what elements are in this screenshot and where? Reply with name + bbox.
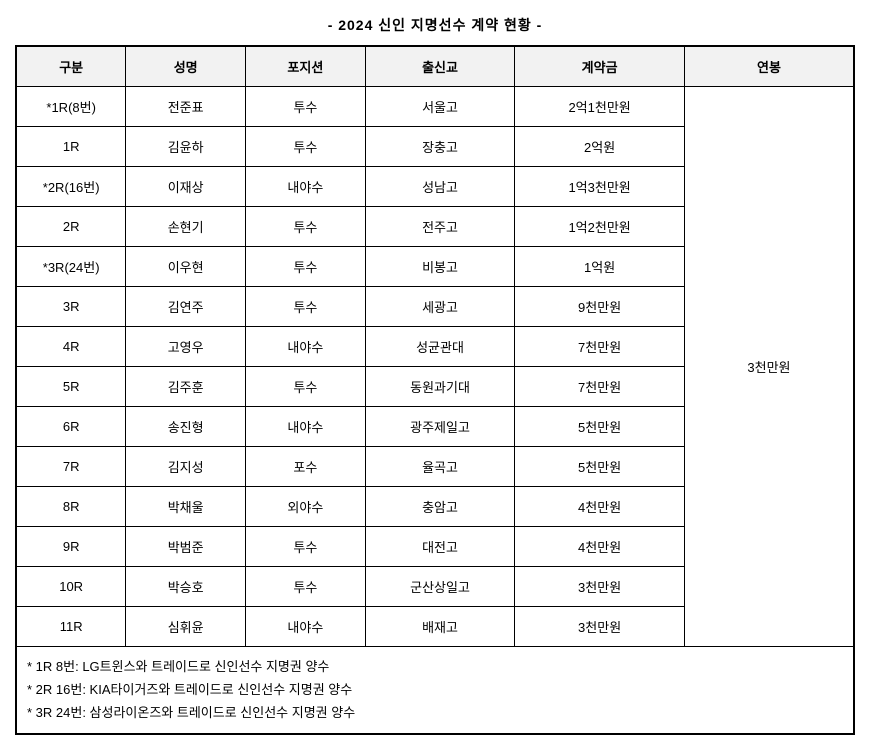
- cell-round: 7R: [16, 447, 126, 487]
- footnotes-cell: * 1R 8번: LG트윈스와 트레이드로 신인선수 지명권 양수* 2R 16…: [16, 647, 854, 735]
- cell-round: *3R(24번): [16, 247, 126, 287]
- footnote-line: * 3R 24번: 삼성라이온즈와 트레이드로 신인선수 지명권 양수: [27, 703, 843, 724]
- cell-name: 전준표: [126, 87, 246, 127]
- cell-name: 김윤하: [126, 127, 246, 167]
- cell-bonus: 9천만원: [515, 287, 685, 327]
- cell-name: 박범준: [126, 527, 246, 567]
- cell-position: 포수: [246, 447, 366, 487]
- col-header-salary: 연봉: [684, 46, 854, 87]
- cell-position: 투수: [246, 207, 366, 247]
- cell-round: 3R: [16, 287, 126, 327]
- cell-name: 박채울: [126, 487, 246, 527]
- cell-school: 성균관대: [365, 327, 515, 367]
- cell-school: 충암고: [365, 487, 515, 527]
- cell-bonus: 4천만원: [515, 487, 685, 527]
- cell-bonus: 2억1천만원: [515, 87, 685, 127]
- cell-school: 광주제일고: [365, 407, 515, 447]
- col-header-position: 포지션: [246, 46, 366, 87]
- cell-name: 심휘윤: [126, 607, 246, 647]
- cell-bonus: 7천만원: [515, 367, 685, 407]
- cell-position: 투수: [246, 87, 366, 127]
- cell-bonus: 4천만원: [515, 527, 685, 567]
- footnote-line: * 1R 8번: LG트윈스와 트레이드로 신인선수 지명권 양수: [27, 657, 843, 678]
- cell-round: *2R(16번): [16, 167, 126, 207]
- cell-school: 동원과기대: [365, 367, 515, 407]
- cell-name: 박승호: [126, 567, 246, 607]
- table-row: *1R(8번)전준표투수서울고2억1천만원3천만원: [16, 87, 854, 127]
- col-header-round: 구분: [16, 46, 126, 87]
- cell-position: 투수: [246, 247, 366, 287]
- cell-bonus: 3천만원: [515, 607, 685, 647]
- cell-bonus: 1억원: [515, 247, 685, 287]
- cell-bonus: 7천만원: [515, 327, 685, 367]
- page-title: - 2024 신인 지명선수 계약 현황 -: [15, 15, 855, 35]
- cell-name: 김주훈: [126, 367, 246, 407]
- footnote-line: * 2R 16번: KIA타이거즈와 트레이드로 신인선수 지명권 양수: [27, 680, 843, 701]
- cell-round: 5R: [16, 367, 126, 407]
- table-header-row: 구분 성명 포지션 출신교 계약금 연봉: [16, 46, 854, 87]
- cell-position: 투수: [246, 367, 366, 407]
- cell-position: 외야수: [246, 487, 366, 527]
- cell-salary-merged: 3천만원: [684, 87, 854, 647]
- cell-bonus: 5천만원: [515, 447, 685, 487]
- cell-position: 투수: [246, 127, 366, 167]
- cell-round: *1R(8번): [16, 87, 126, 127]
- cell-bonus: 5천만원: [515, 407, 685, 447]
- col-header-school: 출신교: [365, 46, 515, 87]
- cell-school: 율곡고: [365, 447, 515, 487]
- cell-name: 고영우: [126, 327, 246, 367]
- cell-round: 11R: [16, 607, 126, 647]
- cell-bonus: 1억2천만원: [515, 207, 685, 247]
- cell-bonus: 1억3천만원: [515, 167, 685, 207]
- cell-position: 투수: [246, 527, 366, 567]
- cell-position: 투수: [246, 567, 366, 607]
- cell-position: 내야수: [246, 407, 366, 447]
- draft-contract-table: 구분 성명 포지션 출신교 계약금 연봉 *1R(8번)전준표투수서울고2억1천…: [15, 45, 855, 735]
- cell-round: 1R: [16, 127, 126, 167]
- col-header-bonus: 계약금: [515, 46, 685, 87]
- cell-name: 이우현: [126, 247, 246, 287]
- cell-round: 2R: [16, 207, 126, 247]
- cell-school: 세광고: [365, 287, 515, 327]
- cell-round: 8R: [16, 487, 126, 527]
- cell-school: 서울고: [365, 87, 515, 127]
- cell-name: 김연주: [126, 287, 246, 327]
- cell-position: 투수: [246, 287, 366, 327]
- cell-bonus: 2억원: [515, 127, 685, 167]
- cell-school: 대전고: [365, 527, 515, 567]
- cell-name: 김지성: [126, 447, 246, 487]
- cell-name: 손현기: [126, 207, 246, 247]
- cell-school: 군산상일고: [365, 567, 515, 607]
- cell-school: 배재고: [365, 607, 515, 647]
- cell-school: 전주고: [365, 207, 515, 247]
- cell-position: 내야수: [246, 607, 366, 647]
- cell-round: 6R: [16, 407, 126, 447]
- cell-position: 내야수: [246, 327, 366, 367]
- cell-round: 10R: [16, 567, 126, 607]
- cell-school: 성남고: [365, 167, 515, 207]
- cell-position: 내야수: [246, 167, 366, 207]
- col-header-name: 성명: [126, 46, 246, 87]
- cell-round: 4R: [16, 327, 126, 367]
- cell-bonus: 3천만원: [515, 567, 685, 607]
- cell-school: 장충고: [365, 127, 515, 167]
- table-body: *1R(8번)전준표투수서울고2억1천만원3천만원1R김윤하투수장충고2억원*2…: [16, 87, 854, 647]
- cell-name: 이재상: [126, 167, 246, 207]
- cell-round: 9R: [16, 527, 126, 567]
- cell-name: 송진형: [126, 407, 246, 447]
- cell-school: 비봉고: [365, 247, 515, 287]
